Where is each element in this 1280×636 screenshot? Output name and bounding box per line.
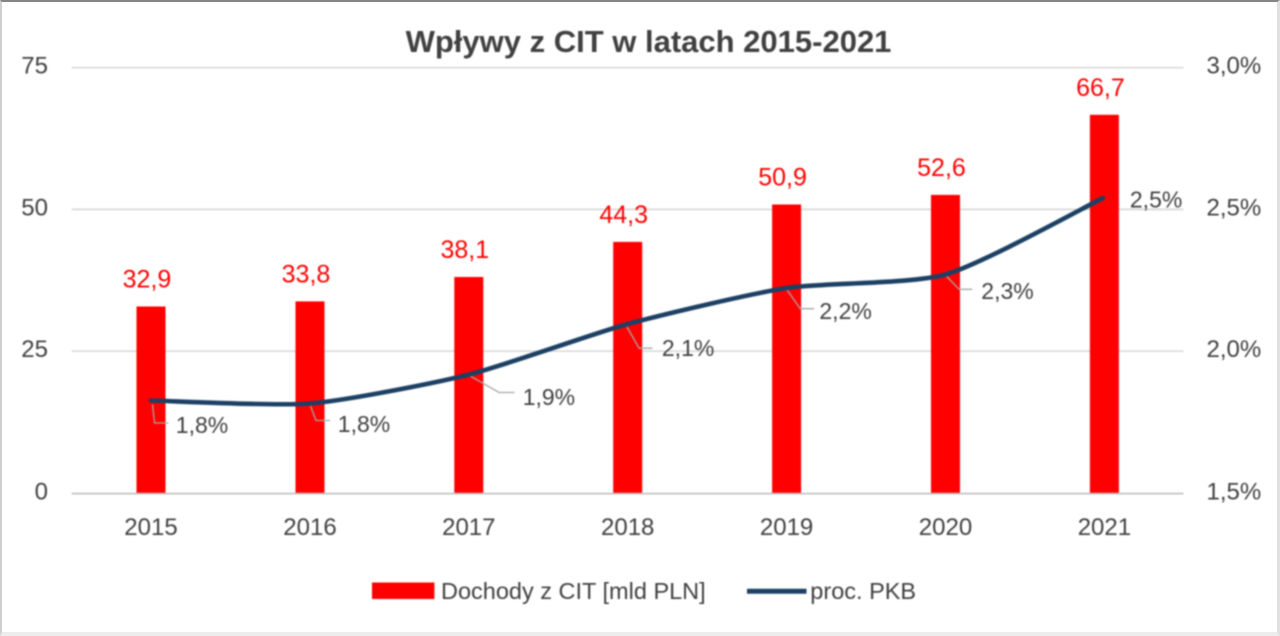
svg-text:1,8%: 1,8% bbox=[176, 412, 228, 438]
svg-text:1,9%: 1,9% bbox=[523, 384, 575, 410]
svg-text:2018: 2018 bbox=[601, 514, 654, 541]
svg-text:1,5%: 1,5% bbox=[1207, 479, 1262, 506]
svg-text:Wpływy z CIT w latach 2015-202: Wpływy z CIT w latach 2015-2021 bbox=[406, 24, 892, 59]
svg-text:75: 75 bbox=[21, 53, 48, 80]
svg-text:2019: 2019 bbox=[760, 514, 813, 541]
svg-text:50: 50 bbox=[21, 194, 48, 221]
svg-text:50,9: 50,9 bbox=[758, 164, 807, 192]
svg-text:44,3: 44,3 bbox=[599, 201, 648, 229]
svg-text:38,1: 38,1 bbox=[440, 236, 489, 264]
svg-text:0: 0 bbox=[35, 479, 48, 506]
svg-text:2016: 2016 bbox=[283, 514, 336, 541]
svg-text:2017: 2017 bbox=[442, 514, 495, 541]
svg-text:Dochody z CIT [mld PLN]: Dochody z CIT [mld PLN] bbox=[441, 578, 706, 604]
svg-text:33,8: 33,8 bbox=[282, 260, 331, 288]
svg-text:2020: 2020 bbox=[919, 514, 972, 541]
svg-text:32,9: 32,9 bbox=[123, 266, 172, 294]
svg-text:52,6: 52,6 bbox=[917, 154, 966, 182]
svg-text:2,5%: 2,5% bbox=[1207, 194, 1262, 221]
svg-text:2015: 2015 bbox=[124, 514, 177, 541]
svg-text:1,8%: 1,8% bbox=[338, 411, 390, 437]
svg-text:25: 25 bbox=[21, 336, 48, 363]
svg-text:2,1%: 2,1% bbox=[662, 335, 714, 361]
svg-text:2,2%: 2,2% bbox=[819, 298, 871, 324]
svg-text:2,5%: 2,5% bbox=[1130, 187, 1182, 213]
svg-text:2021: 2021 bbox=[1078, 514, 1131, 541]
svg-text:66,7: 66,7 bbox=[1076, 74, 1125, 102]
svg-text:proc. PKB: proc. PKB bbox=[810, 578, 916, 604]
svg-text:2,3%: 2,3% bbox=[981, 278, 1033, 304]
svg-text:3,0%: 3,0% bbox=[1207, 53, 1262, 80]
svg-text:2,0%: 2,0% bbox=[1207, 336, 1262, 363]
